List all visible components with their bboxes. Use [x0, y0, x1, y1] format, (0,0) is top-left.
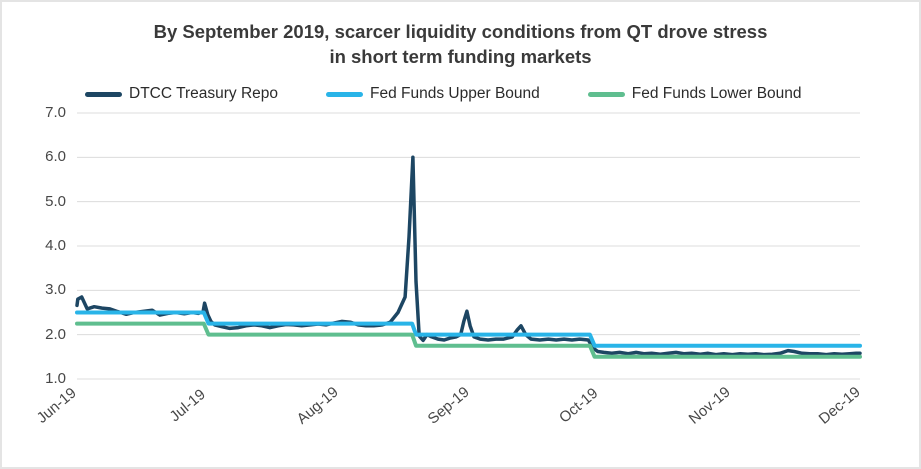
y-axis-tick-label: 4.0: [45, 236, 66, 254]
series-line-fed-funds-upper-bound: [75, 310, 862, 348]
legend-line-swatch-icon: [85, 91, 122, 97]
legend-label: Fed Funds Upper Bound: [370, 85, 540, 102]
y-axis-tick-label: 1.0: [45, 369, 66, 387]
legend-item-fed-funds-upper-bound: Fed Funds Upper Bound: [326, 85, 540, 103]
series-line-fed-funds-lower-bound: [75, 321, 862, 359]
chart-title: By September 2019, scarcer liquidity con…: [2, 19, 919, 69]
x-axis-tick-label: Jun-19: [33, 384, 80, 427]
y-axis-tick-label: 2.0: [45, 325, 66, 343]
y-axis-tick-label: 3.0: [45, 281, 66, 299]
legend-item-fed-funds-lower-bound: Fed Funds Lower Bound: [587, 85, 802, 103]
series-line-dtcc-treasury-repo: [75, 155, 862, 357]
plot-area: [75, 112, 862, 380]
legend: DTCC Treasury Repo Fed Funds Upper Bound F…: [85, 85, 802, 103]
y-axis-tick-label: 7.0: [45, 104, 66, 121]
legend-item-dtcc-treasury-repo: DTCC Treasury Repo: [85, 85, 278, 103]
legend-label: Fed Funds Lower Bound: [631, 85, 802, 102]
y-axis-tick-label: 5.0: [45, 192, 66, 210]
legend-label: DTCC Treasury Repo: [129, 85, 279, 102]
chart-title-line-2: in short term funding markets: [329, 46, 592, 67]
legend-line-swatch-icon: [326, 91, 364, 97]
chart-title-line-1: By September 2019, scarcer liquidity con…: [153, 21, 768, 42]
legend-line-swatch-icon: [587, 91, 625, 97]
y-axis-tick-label: 6.0: [45, 148, 66, 166]
